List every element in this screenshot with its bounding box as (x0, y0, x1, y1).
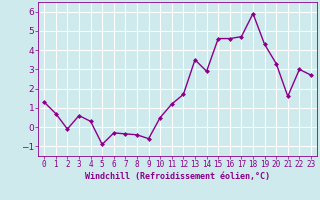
X-axis label: Windchill (Refroidissement éolien,°C): Windchill (Refroidissement éolien,°C) (85, 172, 270, 181)
